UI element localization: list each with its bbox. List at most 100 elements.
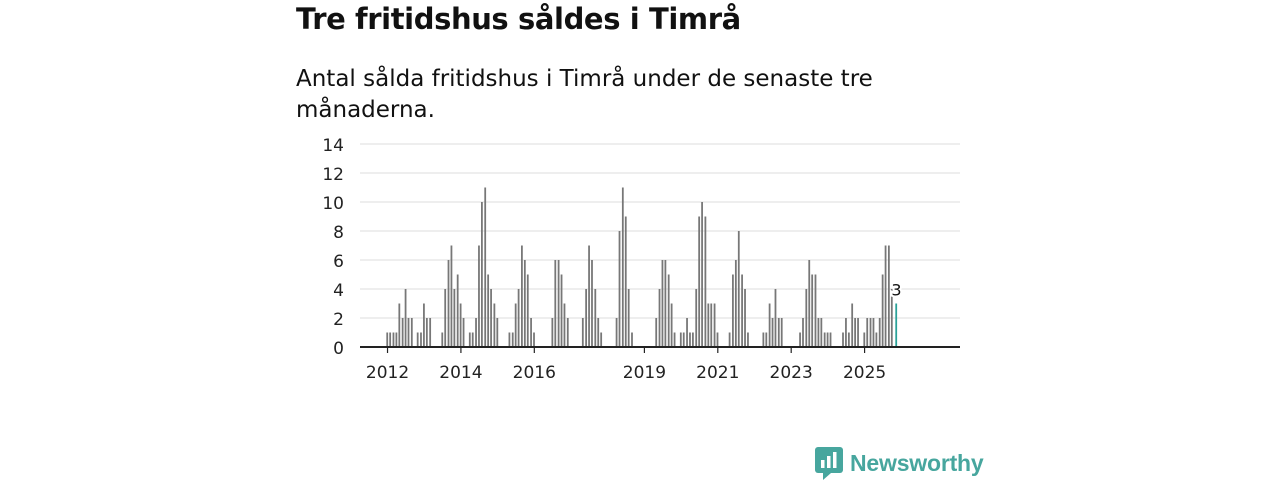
bar [521, 245, 523, 347]
bar [670, 303, 673, 347]
bar [744, 289, 746, 347]
bar [695, 289, 698, 347]
bar [890, 289, 893, 347]
y-tick-label: 2 [333, 310, 344, 330]
bar [459, 303, 462, 347]
bar [597, 318, 600, 347]
bar [701, 202, 703, 347]
bar [487, 274, 490, 347]
bars [386, 187, 898, 347]
bar [453, 289, 456, 347]
chart-title: Tre fritidshus såldes i Timrå [296, 2, 741, 36]
bar [661, 260, 664, 347]
y-tick-label: 4 [333, 281, 344, 301]
bar [471, 332, 474, 347]
bar [563, 303, 566, 347]
bar [423, 303, 425, 347]
bar [655, 318, 658, 347]
bar [407, 318, 410, 347]
bar [747, 332, 749, 347]
bar [631, 332, 633, 347]
bar [560, 274, 563, 347]
bar [664, 260, 667, 347]
bar [762, 332, 765, 347]
bar [600, 332, 603, 347]
x-tick-label: 2021 [696, 363, 739, 383]
bar [802, 318, 804, 347]
bar [814, 274, 817, 347]
bar [823, 332, 826, 347]
bar [768, 303, 771, 347]
bar [872, 318, 875, 347]
bar [808, 260, 811, 347]
bar [734, 260, 737, 347]
bar [820, 318, 823, 347]
x-tick-label: 2019 [623, 363, 666, 383]
bar [692, 332, 694, 347]
bar [530, 318, 532, 347]
annotations: 3 [889, 279, 903, 302]
bar [842, 332, 844, 347]
bar [845, 318, 847, 347]
bar [591, 260, 593, 347]
bar [386, 332, 389, 347]
bar [771, 318, 774, 347]
bar [811, 274, 814, 347]
bar [686, 318, 688, 347]
bar [581, 318, 584, 347]
bar [557, 260, 560, 347]
y-tick-label: 10 [322, 194, 344, 214]
bar [887, 245, 890, 347]
bar [857, 318, 859, 347]
bar [392, 332, 395, 347]
bar [566, 318, 569, 347]
y-tick-label: 14 [322, 136, 344, 156]
x-tick-label: 2014 [439, 363, 482, 383]
newsworthy-logo: Newsworthy [814, 446, 984, 480]
bar [732, 274, 734, 347]
bar [533, 332, 535, 347]
bar [398, 303, 401, 347]
bar [615, 318, 618, 347]
bar [704, 216, 707, 347]
bar [881, 274, 884, 347]
bar [468, 332, 471, 347]
chart-subtitle: Antal sålda fritidshus i Timrå under de … [296, 66, 873, 123]
bar [826, 332, 829, 347]
bar [878, 318, 881, 347]
bar [866, 318, 869, 347]
y-tick-label: 12 [322, 165, 344, 185]
bar [667, 274, 670, 347]
x-tick-label: 2023 [770, 363, 813, 383]
bar [511, 332, 514, 347]
bar [817, 318, 820, 347]
bar [450, 245, 453, 347]
bar [682, 332, 685, 347]
bar [698, 216, 701, 347]
bar [481, 202, 483, 347]
bar [689, 332, 691, 347]
bar [854, 318, 857, 347]
bar [401, 318, 404, 347]
bar [875, 332, 878, 347]
bar [523, 260, 526, 347]
bar [425, 318, 428, 347]
bar [462, 318, 465, 347]
bar [475, 318, 477, 347]
x-axis: 2012 2014 2016 2019 2021 2023 2025 [360, 346, 960, 383]
y-axis: 0 2 4 6 8 10 12 14 [322, 136, 344, 359]
bar [774, 289, 777, 347]
bar [710, 303, 713, 347]
bar [588, 245, 590, 347]
bar [679, 332, 682, 347]
x-tick-label: 2025 [843, 363, 886, 383]
bar [484, 187, 487, 347]
bar [585, 289, 588, 347]
bar [765, 332, 768, 347]
bar [728, 332, 731, 347]
y-tick-label: 8 [333, 223, 344, 243]
bar [799, 332, 801, 347]
highlight-value-label: 3 [891, 281, 901, 300]
bar-chart: 0 2 4 6 8 10 12 14 2012 2014 2016 2019 2021 2023 2025… [322, 136, 960, 383]
bar [777, 318, 780, 347]
